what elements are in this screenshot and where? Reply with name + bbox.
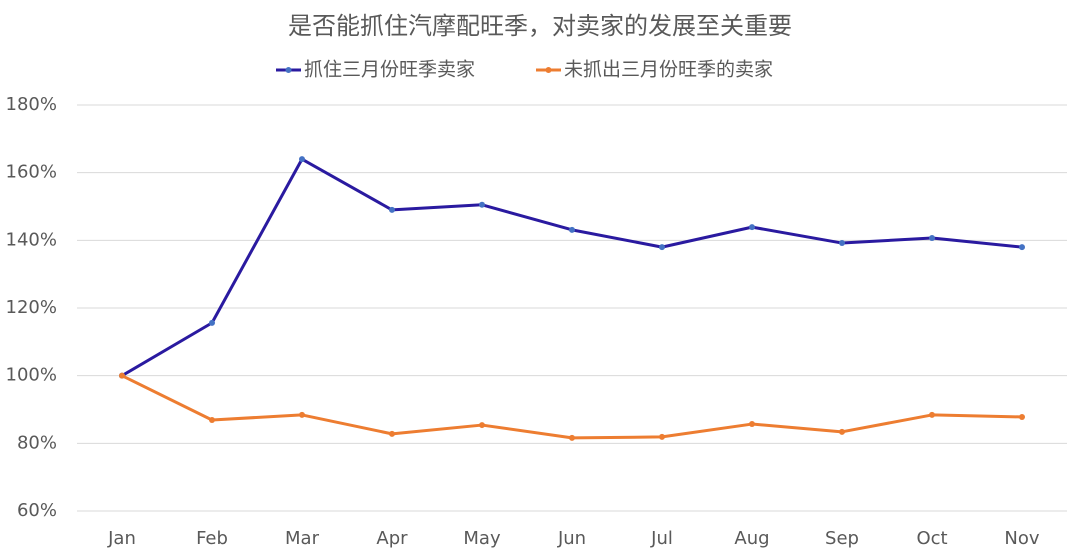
x-tick-label: Jun bbox=[557, 528, 586, 549]
data-point bbox=[839, 240, 845, 247]
data-point bbox=[299, 156, 305, 163]
x-tick-label: Nov bbox=[1004, 528, 1039, 549]
data-point bbox=[389, 206, 395, 213]
data-point bbox=[659, 433, 665, 440]
legend-label: 抓住三月份旺季卖家 bbox=[304, 59, 475, 81]
data-point bbox=[569, 226, 575, 233]
x-tick-label: Sep bbox=[825, 528, 859, 549]
data-point bbox=[1019, 413, 1025, 420]
data-point bbox=[749, 421, 755, 428]
data-point bbox=[1019, 244, 1025, 251]
y-tick-label: 140% bbox=[6, 229, 57, 250]
y-tick-label: 160% bbox=[6, 162, 57, 183]
data-point bbox=[209, 319, 215, 326]
data-point bbox=[479, 422, 485, 429]
data-point bbox=[209, 416, 215, 423]
data-point bbox=[839, 428, 845, 435]
data-point bbox=[929, 234, 935, 241]
x-tick-label: Jan bbox=[107, 528, 136, 549]
x-tick-label: Apr bbox=[376, 528, 408, 549]
y-tick-label: 60% bbox=[17, 500, 57, 521]
data-point bbox=[659, 244, 665, 251]
data-point bbox=[479, 201, 485, 208]
data-point bbox=[299, 411, 305, 418]
y-tick-label: 80% bbox=[17, 432, 57, 453]
data-point bbox=[389, 430, 395, 437]
data-point bbox=[569, 434, 575, 441]
series-line bbox=[121, 374, 1023, 440]
y-tick-label: 120% bbox=[6, 297, 57, 318]
x-tick-label: May bbox=[463, 528, 501, 549]
series-line bbox=[121, 157, 1023, 377]
y-tick-label: 100% bbox=[6, 365, 57, 386]
chart-title: 是否能抓住汽摩配旺季，对卖家的发展至关重要 bbox=[288, 12, 792, 40]
legend-marker bbox=[285, 67, 292, 73]
x-tick-label: Jul bbox=[650, 528, 673, 549]
x-tick-label: Feb bbox=[196, 528, 228, 549]
data-point bbox=[119, 372, 125, 379]
legend-marker bbox=[545, 67, 552, 73]
x-tick-label: Mar bbox=[285, 528, 320, 549]
legend-label: 未抓出三月份旺季的卖家 bbox=[564, 59, 773, 81]
x-tick-label: Oct bbox=[916, 528, 947, 549]
y-tick-label: 180% bbox=[6, 94, 57, 115]
x-tick-label: Aug bbox=[734, 528, 769, 549]
data-point bbox=[929, 411, 935, 418]
data-point bbox=[749, 224, 755, 231]
